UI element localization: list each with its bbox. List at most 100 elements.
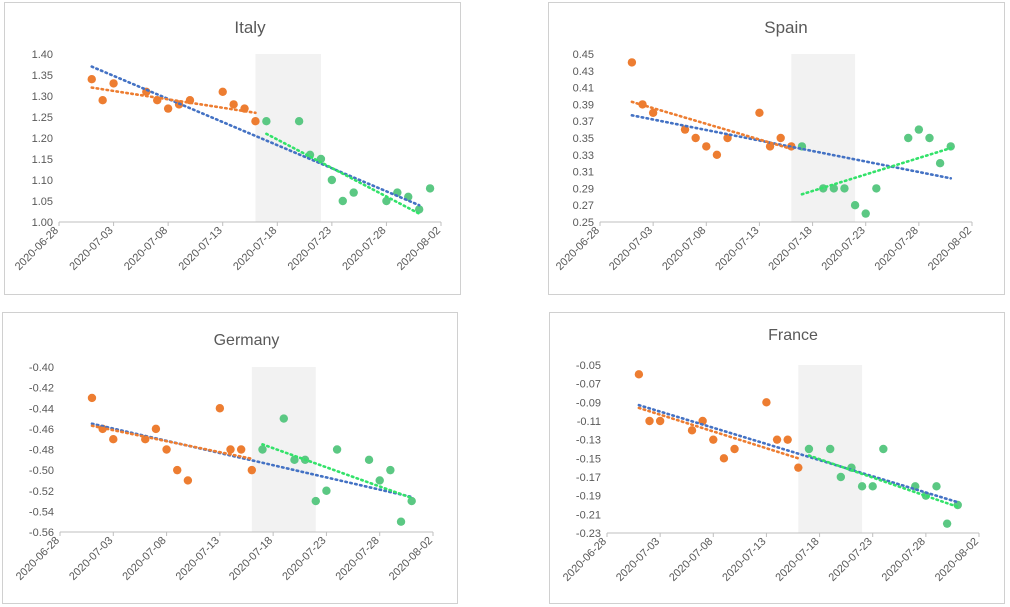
- y-tick-label: -0.52: [29, 486, 54, 498]
- point-before: [98, 96, 107, 105]
- point-before: [755, 108, 764, 118]
- y-tick-label: 1.35: [32, 70, 53, 82]
- chart-title: Italy: [234, 18, 266, 37]
- chart-spain: Spain 0.25 0.27 0.29 0.31 0.33 0.35 0.37 0.39 0.4…: [554, 18, 974, 273]
- y-tick-label: 0.43: [573, 66, 594, 78]
- y-tick-label: 0.25: [573, 217, 594, 229]
- y-tick-label: 0.31: [573, 167, 594, 179]
- trendline-overall: [90, 65, 421, 207]
- chart-panel-germany: Germany -0.56 -0.54 -0.52 -0.50 -0.48 -0.46 -0.…: [2, 312, 458, 604]
- x-tick-label: 2020-07-18: [773, 536, 821, 584]
- point-after: [349, 188, 358, 197]
- x-tick-label: 2020-06-28: [554, 225, 602, 273]
- point-after: [840, 184, 849, 193]
- x-tick-label: 2020-07-28: [340, 225, 388, 273]
- y-tick-label: 1.25: [32, 112, 53, 124]
- y-tick-label: -0.13: [576, 435, 601, 447]
- x-tick-label: 2020-07-13: [177, 225, 225, 273]
- point-after: [262, 117, 271, 126]
- chart-panel-spain: Spain 0.25 0.27 0.29 0.31 0.33 0.35 0.37 0.39 0.4…: [548, 2, 1005, 295]
- point-before: [730, 444, 739, 454]
- x-tick-label: 2020-07-08: [120, 535, 168, 583]
- y-tick-label: -0.56: [29, 527, 54, 539]
- y-tick-label: 0.39: [573, 99, 594, 111]
- x-tick-label: 2020-07-28: [334, 535, 382, 583]
- y-tick-label: 1.30: [32, 91, 53, 103]
- y-tick-label: 0.35: [573, 133, 594, 145]
- point-before: [691, 133, 700, 143]
- y-tick-label: 1.05: [32, 196, 53, 208]
- point-before: [627, 58, 637, 67]
- y-tick-label: -0.19: [576, 491, 601, 503]
- trendline-before: [90, 424, 254, 461]
- y-tick-label: -0.09: [576, 397, 601, 409]
- point-before: [151, 424, 161, 434]
- point-before: [776, 133, 785, 143]
- point-before: [794, 463, 803, 472]
- point-after: [857, 482, 867, 491]
- y-tick-label: 1.00: [32, 217, 53, 229]
- trendline-after: [265, 132, 421, 215]
- x-tick-label: 2020-07-23: [286, 225, 334, 273]
- y-tick-label: 1.20: [32, 133, 53, 145]
- point-after: [279, 414, 288, 423]
- point-after: [836, 472, 846, 482]
- x-tick-label: 2020-07-08: [667, 536, 715, 584]
- trendline-after: [261, 443, 413, 500]
- trendline-before: [90, 86, 257, 115]
- chart-germany: Germany -0.56 -0.54 -0.52 -0.50 -0.48 -0.46 -0.…: [14, 332, 435, 583]
- y-tick-label: 0.41: [573, 83, 594, 95]
- trendline-after: [800, 146, 953, 196]
- point-after: [322, 486, 331, 495]
- y-tick-label: -0.40: [29, 362, 54, 374]
- point-after: [932, 482, 941, 491]
- chart-france: France -0.23 -0.21 -0.19 -0.17 -0.15 -0.13 -0.1…: [561, 327, 981, 584]
- point-before: [247, 465, 257, 475]
- y-tick-label: -0.46: [29, 424, 54, 436]
- y-tick-label: -0.11: [577, 416, 601, 428]
- point-before: [162, 445, 171, 454]
- point-before: [645, 416, 654, 426]
- point-before: [236, 445, 246, 454]
- x-tick-label: 2020-08-02: [926, 225, 974, 273]
- point-before: [163, 104, 173, 113]
- point-after: [396, 517, 406, 526]
- point-after: [804, 444, 814, 454]
- point-before: [215, 404, 225, 413]
- chart-panel-italy: Italy 1.00 1.05 1.10 1.15 1.20 1.25 1.30 1.35 1.4…: [4, 2, 461, 295]
- point-after: [872, 184, 881, 193]
- point-after: [294, 117, 304, 126]
- y-tick-label: 0.45: [573, 49, 594, 61]
- y-tick-label: 0.37: [573, 116, 594, 128]
- point-after: [868, 482, 877, 491]
- y-tick-label: 1.15: [32, 154, 53, 166]
- y-tick-label: -0.23: [576, 528, 601, 540]
- chart-title: Germany: [214, 332, 280, 349]
- point-after: [925, 133, 934, 143]
- point-before: [87, 75, 96, 84]
- point-before: [109, 79, 118, 88]
- y-tick-label: -0.54: [29, 506, 54, 518]
- y-tick-label: -0.42: [29, 383, 54, 395]
- x-tick-label: 2020-07-08: [660, 225, 708, 273]
- point-after: [407, 496, 416, 506]
- shaded-period: [791, 54, 856, 222]
- point-after: [327, 175, 337, 185]
- point-after: [386, 465, 395, 475]
- x-tick-label: 2020-07-03: [614, 536, 662, 584]
- y-tick-label: -0.15: [576, 453, 601, 465]
- y-tick-label: -0.05: [576, 360, 601, 372]
- x-tick-label: 2020-07-03: [67, 225, 115, 273]
- y-tick-label: -0.21: [576, 509, 601, 521]
- point-after: [332, 445, 342, 454]
- point-after: [879, 444, 888, 454]
- x-tick-label: 2020-08-02: [395, 225, 443, 273]
- x-tick-label: 2020-07-28: [880, 536, 928, 584]
- x-tick-label: 2020-07-18: [231, 225, 279, 273]
- point-before: [173, 465, 182, 475]
- point-before: [87, 393, 97, 403]
- x-tick-label: 2020-07-13: [174, 535, 222, 583]
- x-tick-label: 2020-07-28: [873, 225, 921, 273]
- point-before: [634, 370, 644, 379]
- x-tick-label: 2020-07-23: [827, 536, 875, 584]
